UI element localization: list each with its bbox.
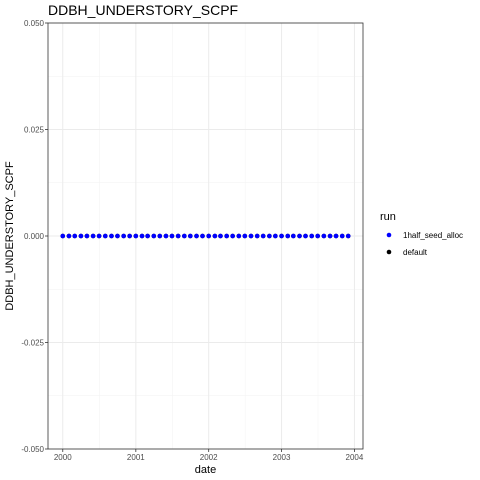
data-point-1half-seed-alloc bbox=[102, 233, 108, 239]
data-point-1half-seed-alloc bbox=[321, 233, 327, 239]
data-point-1half-seed-alloc bbox=[224, 233, 229, 239]
y-tick-label: 0.025 bbox=[24, 126, 45, 135]
data-point-1half-seed-alloc bbox=[273, 233, 278, 239]
x-tick-label: 2001 bbox=[127, 453, 145, 462]
data-point-1half-seed-alloc bbox=[169, 233, 175, 239]
data-point-1half-seed-alloc bbox=[200, 233, 205, 239]
legend-key-1half-seed-alloc bbox=[386, 232, 392, 238]
data-point-1half-seed-alloc bbox=[163, 233, 169, 239]
data-point-1half-seed-alloc bbox=[194, 233, 199, 239]
data-point-1half-seed-alloc bbox=[248, 233, 254, 239]
y-tick-label: 0.000 bbox=[24, 232, 45, 241]
data-point-1half-seed-alloc bbox=[96, 233, 102, 239]
data-point-1half-seed-alloc bbox=[145, 233, 150, 239]
y-tick-label: 0.050 bbox=[24, 19, 45, 28]
axis-ticks: 2000 2001 2002 2003 2004 0.050 0.025 0.000 -0.02… bbox=[21, 19, 364, 462]
data-point-1half-seed-alloc bbox=[236, 233, 242, 239]
x-tick-label: 2004 bbox=[346, 453, 364, 462]
data-point-1half-seed-alloc bbox=[218, 233, 223, 239]
data-point-1half-seed-alloc bbox=[309, 233, 314, 239]
y-axis-label: DDBH_UNDERSTORY_SCPF bbox=[4, 161, 16, 311]
legend-label-default: default bbox=[403, 248, 428, 257]
data-point-1half-seed-alloc bbox=[90, 233, 96, 239]
data-point-1half-seed-alloc bbox=[127, 233, 132, 239]
data-point-1half-seed-alloc bbox=[339, 233, 345, 239]
legend-title: run bbox=[380, 211, 396, 223]
data-point-1half-seed-alloc bbox=[333, 233, 339, 239]
data-point-1half-seed-alloc bbox=[139, 233, 145, 239]
data-point-1half-seed-alloc bbox=[175, 233, 181, 239]
data-point-1half-seed-alloc bbox=[291, 233, 296, 239]
y-tick-label: -0.025 bbox=[21, 339, 44, 348]
x-axis-label: date bbox=[195, 464, 216, 476]
data-point-1half-seed-alloc bbox=[121, 233, 126, 239]
y-tick-label: -0.050 bbox=[21, 445, 44, 454]
data-point-1half-seed-alloc bbox=[242, 233, 248, 239]
legend-label-1half-seed-alloc: 1half_seed_alloc bbox=[403, 231, 463, 240]
data-point-1half-seed-alloc bbox=[285, 233, 291, 239]
data-point-1half-seed-alloc bbox=[212, 233, 218, 239]
data-point-1half-seed-alloc bbox=[109, 233, 114, 239]
data-point-1half-seed-alloc bbox=[303, 233, 308, 239]
data-points bbox=[60, 233, 351, 239]
data-point-1half-seed-alloc bbox=[84, 233, 90, 239]
data-point-1half-seed-alloc bbox=[133, 233, 139, 239]
plot-panel-border bbox=[47, 22, 364, 450]
data-point-1half-seed-alloc bbox=[279, 233, 284, 239]
legend-key-default bbox=[386, 249, 392, 255]
data-point-1half-seed-alloc bbox=[60, 233, 66, 239]
data-point-1half-seed-alloc bbox=[72, 233, 78, 239]
data-point-1half-seed-alloc bbox=[151, 233, 157, 239]
data-point-1half-seed-alloc bbox=[297, 233, 302, 239]
data-point-1half-seed-alloc bbox=[157, 233, 163, 239]
x-tick-label: 2002 bbox=[200, 453, 218, 462]
data-point-1half-seed-alloc bbox=[230, 233, 235, 239]
data-point-1half-seed-alloc bbox=[315, 233, 320, 239]
data-point-1half-seed-alloc bbox=[260, 233, 266, 239]
data-point-1half-seed-alloc bbox=[78, 233, 84, 239]
data-point-1half-seed-alloc bbox=[327, 233, 333, 239]
data-point-1half-seed-alloc bbox=[66, 233, 72, 239]
data-point-1half-seed-alloc bbox=[254, 233, 260, 239]
legend: run 1half_seed_alloc default bbox=[380, 211, 463, 257]
chart-title: DDBH_UNDERSTORY_SCPF bbox=[48, 2, 238, 18]
data-point-1half-seed-alloc bbox=[182, 233, 187, 239]
x-tick-label: 2003 bbox=[273, 453, 291, 462]
x-tick-label: 2000 bbox=[54, 453, 72, 462]
data-point-1half-seed-alloc bbox=[267, 233, 272, 239]
data-point-1half-seed-alloc bbox=[115, 233, 120, 239]
data-point-1half-seed-alloc bbox=[345, 233, 351, 239]
data-point-1half-seed-alloc bbox=[188, 233, 193, 239]
data-point-1half-seed-alloc bbox=[206, 233, 211, 239]
